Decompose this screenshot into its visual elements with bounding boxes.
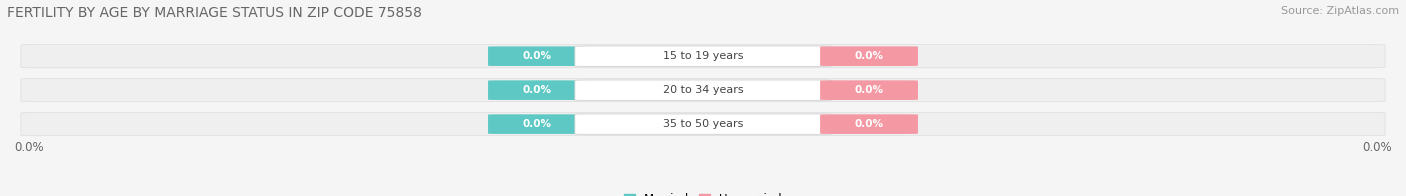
Text: 0.0%: 0.0% — [855, 119, 883, 129]
Legend: Married, Unmarried: Married, Unmarried — [621, 191, 785, 196]
Text: Source: ZipAtlas.com: Source: ZipAtlas.com — [1281, 6, 1399, 16]
FancyBboxPatch shape — [21, 45, 1385, 68]
FancyBboxPatch shape — [488, 80, 586, 100]
Text: 0.0%: 0.0% — [523, 119, 551, 129]
Text: 20 to 34 years: 20 to 34 years — [662, 85, 744, 95]
FancyBboxPatch shape — [575, 46, 831, 66]
Text: 0.0%: 0.0% — [523, 85, 551, 95]
Text: 0.0%: 0.0% — [855, 85, 883, 95]
FancyBboxPatch shape — [488, 114, 586, 134]
Text: 0.0%: 0.0% — [855, 51, 883, 61]
FancyBboxPatch shape — [575, 80, 831, 100]
FancyBboxPatch shape — [21, 113, 1385, 136]
FancyBboxPatch shape — [820, 46, 918, 66]
Text: 0.0%: 0.0% — [1362, 141, 1392, 154]
FancyBboxPatch shape — [488, 46, 586, 66]
FancyBboxPatch shape — [21, 79, 1385, 102]
Text: 0.0%: 0.0% — [523, 51, 551, 61]
Text: FERTILITY BY AGE BY MARRIAGE STATUS IN ZIP CODE 75858: FERTILITY BY AGE BY MARRIAGE STATUS IN Z… — [7, 6, 422, 20]
Text: 15 to 19 years: 15 to 19 years — [662, 51, 744, 61]
Text: 35 to 50 years: 35 to 50 years — [662, 119, 744, 129]
Text: 0.0%: 0.0% — [14, 141, 44, 154]
FancyBboxPatch shape — [575, 114, 831, 134]
FancyBboxPatch shape — [820, 80, 918, 100]
FancyBboxPatch shape — [820, 114, 918, 134]
